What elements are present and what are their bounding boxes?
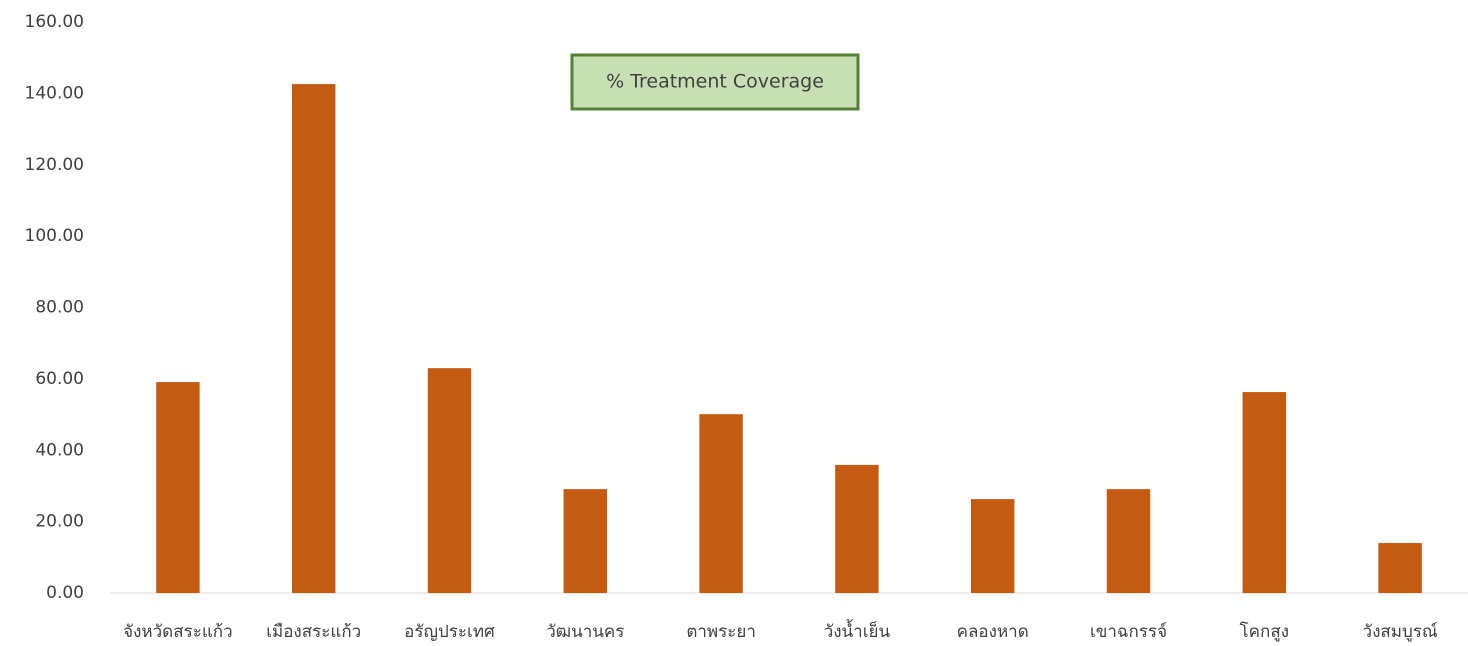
y-tick-label: 60.00 — [35, 369, 84, 389]
bar — [699, 414, 743, 593]
y-tick-label: 120.00 — [25, 155, 84, 175]
bar — [291, 84, 336, 593]
y-tick-label: 0.00 — [46, 583, 84, 603]
y-tick-label: 40.00 — [35, 440, 84, 460]
y-tick-label: 20.00 — [35, 512, 84, 532]
x-tick-label: โคกสูง — [1240, 621, 1289, 642]
x-tick-label: คลองหาด — [957, 622, 1029, 642]
y-tick-label: 160.00 — [25, 12, 84, 32]
y-tick-label: 80.00 — [35, 298, 84, 318]
x-tick-label: วังสมบูรณ์ — [1363, 622, 1438, 642]
bar — [1378, 543, 1422, 593]
y-tick-label: 140.00 — [25, 83, 84, 103]
title-box — [570, 53, 860, 111]
bar — [563, 489, 608, 593]
bar — [427, 368, 472, 593]
bar — [1106, 489, 1151, 593]
bar — [156, 382, 200, 593]
x-tick-label: เขาฉกรรจ์ — [1090, 622, 1167, 642]
bar — [970, 499, 1015, 593]
chart-title: % Treatment Coverage — [606, 71, 824, 93]
bar — [835, 464, 879, 593]
x-tick-label: จังหวัดสระแก้ว — [123, 622, 233, 642]
bar — [1242, 392, 1287, 593]
x-tick-label: อรัญประเทศ — [404, 622, 495, 642]
x-tick-label: เมืองสระแก้ว — [266, 622, 361, 642]
x-tick-label: วังน้ำเย็น — [824, 619, 891, 642]
x-tick-label: วัฒนานคร — [546, 622, 624, 642]
x-tick-label: ตาพระยา — [686, 622, 756, 642]
y-tick-label: 100.00 — [25, 226, 84, 246]
